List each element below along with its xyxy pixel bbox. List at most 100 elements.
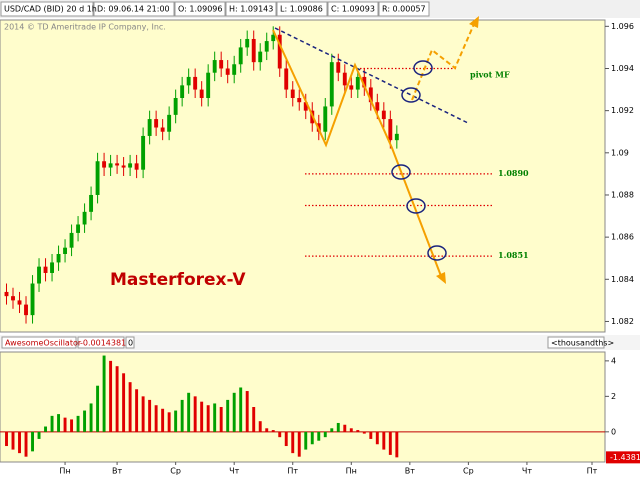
candle-body [303, 102, 308, 111]
oscillator-bar [219, 407, 223, 432]
header-cell [174, 1, 226, 17]
oscillator-bar [96, 385, 100, 432]
bar-close: C: 1.09093 [331, 5, 375, 14]
candle-body [375, 102, 380, 111]
candle-body [206, 72, 211, 98]
candle-body [290, 89, 295, 98]
y-tick-label: 1.088 [611, 190, 634, 199]
candle-body [82, 211, 87, 225]
candle-body [11, 296, 15, 301]
y-tick-label: 2 [611, 392, 616, 401]
oscillator-bar [232, 392, 236, 432]
candle-body [160, 127, 165, 132]
oscillator-bar [297, 431, 301, 457]
marks: 1.096 1.094 1.092 1.09 1.088 1.086 1.084 1.082 p… [0, 22, 640, 476]
candle-body [37, 266, 41, 284]
oscillator-bar [213, 403, 217, 432]
oscillator-bar [11, 431, 15, 450]
candle-body [102, 161, 107, 168]
level-label: 1.0890 [498, 168, 529, 178]
oscillator-bar [388, 431, 392, 455]
candle-body [219, 60, 224, 69]
oscillator-bar [154, 405, 158, 432]
oscillator-bar [226, 399, 230, 432]
oscillator-bar [369, 431, 373, 439]
candle-body [108, 163, 113, 168]
oscillator-bar [44, 426, 48, 432]
y-tick-label: 4 [611, 356, 616, 365]
x-tick-label: Чт [229, 467, 239, 476]
oscillator-name: AwesomeOscillator [5, 339, 82, 348]
oscillator-bar [109, 360, 113, 432]
candle-body [251, 38, 256, 63]
candle-body [342, 72, 347, 86]
candle-body [336, 62, 341, 73]
y-tick-label: 1.09 [611, 148, 629, 157]
oscillator-bar [284, 431, 288, 447]
oscillator-bar [362, 431, 366, 434]
candle-body [238, 47, 243, 65]
oscillator-bar [206, 405, 210, 432]
oscillator-bar [317, 431, 321, 441]
oscillator-bar [336, 422, 340, 432]
candle-body [329, 62, 334, 107]
candle-body [63, 247, 68, 254]
y-tick-label: 0 [611, 427, 616, 436]
candle-body [362, 76, 367, 88]
oscillator-bar [323, 431, 327, 438]
oscillator-bar [83, 410, 87, 432]
header-cell [276, 1, 328, 17]
oscillator-header [0, 335, 640, 350]
candle-body [381, 110, 386, 120]
oscillator-bar [174, 410, 178, 432]
header-cell [93, 1, 175, 17]
x-tick-label: Вт [405, 467, 415, 476]
oscillator-bar [310, 431, 314, 445]
candle-body [115, 163, 120, 166]
candle-body [186, 76, 191, 86]
annotations [272, 16, 479, 284]
candle-body [95, 161, 100, 195]
header-cell [225, 1, 277, 17]
watermark: Masterforex-V [110, 270, 246, 290]
x-tick-label: Чт [522, 467, 532, 476]
candle-body [271, 34, 276, 42]
x-tick-label: Пн [346, 467, 357, 476]
oscillator-bar [343, 424, 347, 432]
candle-body [4, 291, 9, 297]
circle-marker [401, 87, 421, 103]
oscillator-bar [37, 431, 41, 439]
candle-body [284, 68, 289, 90]
oscillator-bar [63, 417, 67, 432]
candle-body [89, 194, 94, 212]
oscillator-bar [31, 431, 34, 452]
header-cell [1, 336, 77, 349]
candle-body [43, 266, 48, 273]
candle-body [355, 76, 360, 90]
level-label: pivot MF [470, 69, 510, 79]
oscillator-bar [70, 419, 74, 432]
oscillator-bar [382, 431, 386, 450]
oscillator-bar [50, 415, 54, 432]
header-cell [378, 1, 430, 17]
header-cell [77, 336, 125, 349]
bar-high: H: 1.09143 [229, 5, 273, 14]
oscillator-bar [115, 366, 119, 432]
oscillator-bar [349, 428, 353, 432]
oscillator-bar [24, 431, 28, 457]
header-cell [547, 336, 605, 349]
candle-body [50, 262, 54, 273]
circle-marker [391, 164, 411, 180]
oscillator-units: <thousandths> [551, 339, 614, 348]
x-tick-label: Ср [463, 467, 474, 476]
oscillator-bar [245, 391, 249, 432]
candle-body [277, 34, 282, 69]
oscillator-bar [200, 401, 204, 432]
header-cell [0, 1, 94, 17]
oscillator-bar [135, 389, 139, 432]
candle-body [30, 283, 35, 316]
oscillator-bar [18, 431, 21, 454]
x-tick-label: Вт [112, 467, 122, 476]
oscillator-bar [57, 414, 61, 432]
